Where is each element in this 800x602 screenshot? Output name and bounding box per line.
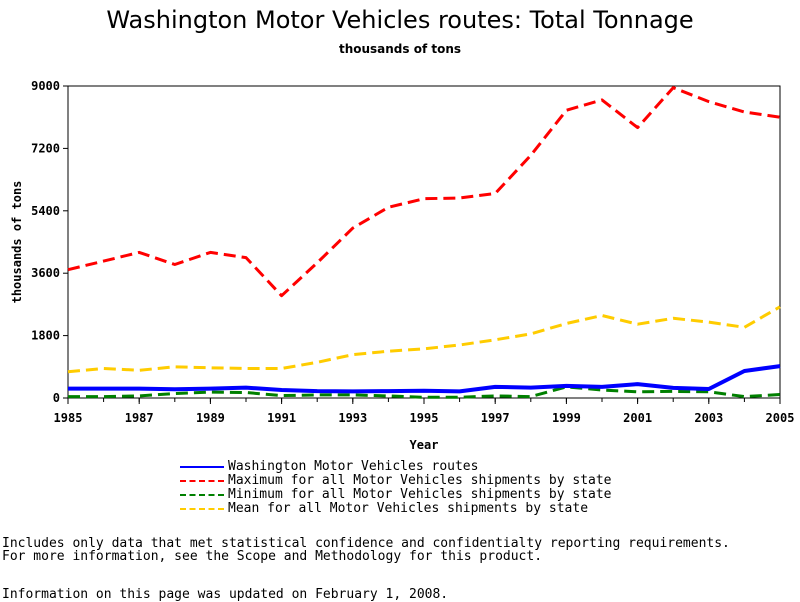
- y-tick-label: 0: [53, 391, 60, 405]
- x-tick-label: 2005: [766, 411, 795, 425]
- legend-item: Minimum for all Motor Vehicles shipments…: [180, 488, 612, 502]
- legend-swatch-mean: [180, 508, 224, 510]
- legend-label: Maximum for all Motor Vehicles shipments…: [228, 473, 612, 488]
- y-tick-label: 5400: [31, 204, 60, 218]
- y-tick-label: 9000: [31, 79, 60, 93]
- chart-title: Washington Motor Vehicles routes: Total …: [106, 6, 694, 34]
- note-confidence: Includes only data that met statistical …: [2, 536, 730, 551]
- legend-label: Minimum for all Motor Vehicles shipments…: [228, 487, 612, 502]
- legend: Washington Motor Vehicles routes Maximum…: [180, 460, 612, 516]
- y-axis-title: thousands of tons: [10, 181, 24, 304]
- y-tick-label: 1800: [31, 329, 60, 343]
- x-tick-label: 1999: [552, 411, 581, 425]
- legend-item: Washington Motor Vehicles routes: [180, 460, 612, 474]
- x-tick-label: 1991: [267, 411, 296, 425]
- y-tick-label: 7200: [31, 141, 60, 155]
- x-tick-label: 1985: [54, 411, 83, 425]
- x-tick-label: 2003: [694, 411, 723, 425]
- note-updated: Information on this page was updated on …: [2, 587, 449, 602]
- chart-subtitle: thousands of tons: [338, 42, 462, 56]
- legend-item: Maximum for all Motor Vehicles shipments…: [180, 474, 612, 488]
- x-tick-label: 1989: [196, 411, 225, 425]
- x-tick-label: 1993: [338, 411, 367, 425]
- washington-series-line: [68, 364, 781, 394]
- minimum-series-line: [68, 385, 781, 399]
- x-tick-label: 1995: [410, 411, 439, 425]
- x-axis-title: Year: [410, 438, 439, 452]
- legend-label: Mean for all Motor Vehicles shipments by…: [228, 501, 589, 516]
- mean-series-line: [67, 305, 781, 374]
- legend-item: Mean for all Motor Vehicles shipments by…: [180, 502, 612, 516]
- legend-swatch-washington: [180, 466, 224, 468]
- series-layer: [67, 86, 781, 399]
- legend-swatch-maximum: [180, 480, 224, 482]
- legend-label: Washington Motor Vehicles routes: [228, 459, 479, 474]
- maximum-series-line: [67, 86, 781, 298]
- legend-swatch-minimum: [180, 494, 224, 496]
- y-tick-label: 3600: [31, 266, 60, 280]
- note-methodology: For more information, see the Scope and …: [2, 549, 543, 564]
- axes-layer: 0 1800 3600 5400 7200 9000 1985 1987 1989 1991 199…: [31, 79, 794, 425]
- plot-frame: [67, 85, 781, 399]
- x-tick-label: 2001: [623, 411, 652, 425]
- x-tick-label: 1997: [481, 411, 510, 425]
- x-tick-label: 1987: [125, 411, 154, 425]
